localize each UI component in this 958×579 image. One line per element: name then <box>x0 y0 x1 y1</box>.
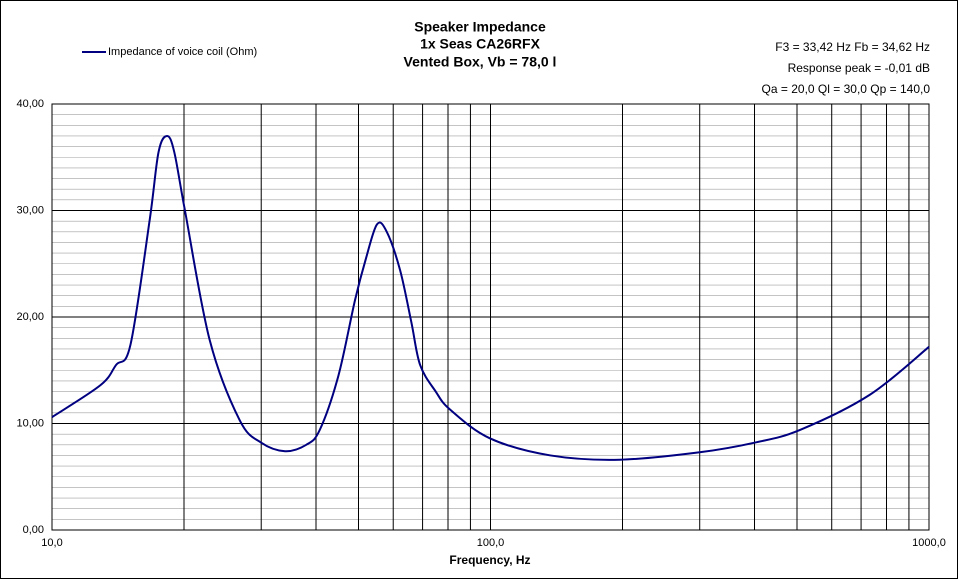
annotation: Response peak = -0,01 dB <box>788 61 930 75</box>
y-tick-label: 30,00 <box>16 204 44 216</box>
annotation: F3 = 33,42 Hz Fb = 34,62 Hz <box>775 40 930 54</box>
y-tick-label: 0,00 <box>23 524 44 536</box>
y-tick-label: 10,00 <box>16 417 44 429</box>
y-tick-label: 40,00 <box>16 98 44 110</box>
plot-border <box>51 103 930 531</box>
chart-title: Speaker Impedance <box>414 19 546 35</box>
chart-title: 1x Seas CA26RFX <box>420 36 541 52</box>
x-tick-label: 100,0 <box>477 537 505 549</box>
x-axis-title: Frequency, Hz <box>449 553 530 567</box>
legend-label: Impedance of voice coil (Ohm) <box>108 46 257 58</box>
chart-title: Vented Box, Vb = 78,0 l <box>404 54 557 70</box>
annotation: Qa = 20,0 Ql = 30,0 Qp = 140,0 <box>762 82 931 96</box>
x-tick-label: 10,0 <box>41 537 62 549</box>
x-tick-label: 1000,0 <box>912 537 946 549</box>
y-tick-label: 20,00 <box>16 311 44 323</box>
impedance-line <box>51 134 930 461</box>
